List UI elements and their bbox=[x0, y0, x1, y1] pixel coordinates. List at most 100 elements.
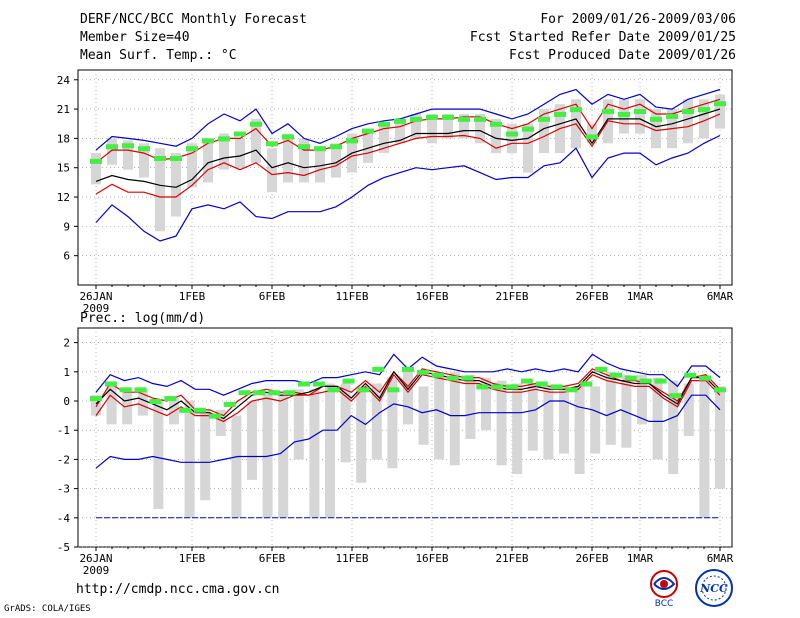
temp-observed-marker bbox=[106, 144, 118, 150]
prec-range-bar bbox=[247, 401, 257, 480]
header-period: For 2009/01/26-2009/03/06 bbox=[540, 12, 736, 27]
temp-observed-marker bbox=[458, 116, 470, 122]
prec-observed-marker bbox=[520, 378, 533, 384]
prec-observed-marker bbox=[164, 396, 177, 402]
prec-observed-marker bbox=[535, 381, 548, 387]
temp-observed-marker bbox=[634, 109, 646, 115]
temp-range-bar bbox=[331, 143, 341, 178]
prec-range-bar bbox=[496, 380, 507, 466]
temp-range-bar bbox=[123, 140, 133, 170]
prec-range-bar bbox=[465, 374, 476, 439]
prec-range-bar bbox=[449, 371, 460, 466]
prec-observed-marker bbox=[283, 390, 296, 396]
prec-range-bar bbox=[200, 409, 211, 501]
prec-observed-marker bbox=[104, 381, 117, 387]
prec-observed-marker bbox=[669, 393, 682, 399]
prec-range-bar bbox=[637, 374, 647, 425]
prec-series-min bbox=[95, 394, 721, 469]
prec-observed-marker bbox=[179, 407, 192, 413]
prec-range-bar bbox=[91, 395, 101, 416]
prec-range-bar bbox=[683, 383, 694, 437]
prec-observed-marker bbox=[357, 387, 370, 393]
temp-observed-marker bbox=[330, 144, 342, 150]
temp-series-upper bbox=[95, 98, 721, 164]
svg-text:BCC: BCC bbox=[655, 599, 674, 608]
temp-observed-marker bbox=[682, 109, 694, 115]
temp-observed-marker bbox=[186, 146, 198, 152]
prec-range-bar bbox=[668, 380, 679, 474]
temp-observed-marker bbox=[442, 114, 454, 120]
temp-observed-marker bbox=[170, 155, 182, 161]
prec-ytick-label: 1 bbox=[63, 366, 70, 379]
header-start-date: Fcst Started Refer Date 2009/01/25 bbox=[469, 30, 736, 45]
prec-observed-marker bbox=[565, 387, 578, 393]
temp-range-bar bbox=[443, 113, 453, 139]
prec-observed-marker bbox=[342, 378, 355, 384]
temp-range-bar bbox=[267, 148, 277, 193]
prec-observed-marker bbox=[446, 375, 459, 381]
temp-range-bar bbox=[491, 118, 501, 154]
source-url[interactable]: http://cmdp.ncc.cma.gov.cn bbox=[76, 582, 280, 597]
temp-series-min bbox=[95, 134, 721, 242]
temp-xtick-label: 1MAR bbox=[627, 290, 654, 303]
temp-xtick-label: 21FEB bbox=[495, 290, 528, 303]
temp-xtick-label: 26JAN bbox=[79, 290, 112, 303]
prec-range-bar bbox=[231, 415, 242, 518]
temp-xtick-label: 26FEB bbox=[575, 290, 608, 303]
temp-observed-marker bbox=[714, 101, 726, 107]
temp-observed-marker bbox=[154, 155, 166, 161]
prec-observed-marker bbox=[506, 384, 518, 390]
temp-series-max bbox=[95, 88, 721, 151]
prec-title: Prec.: log(mm/d) bbox=[80, 311, 205, 326]
prec-observed-marker bbox=[194, 407, 206, 413]
temp-observed-marker bbox=[538, 116, 550, 122]
temp-observed-marker bbox=[490, 121, 502, 127]
temp-observed-marker bbox=[298, 144, 310, 150]
temp-range-bar bbox=[171, 153, 181, 217]
prec-observed-marker bbox=[253, 390, 266, 396]
temp-ytick-label: 21 bbox=[57, 103, 70, 116]
temp-observed-marker bbox=[666, 113, 678, 119]
temp-range-bar bbox=[203, 138, 213, 183]
prec-range-bar bbox=[137, 389, 148, 416]
prec-range-bar bbox=[122, 389, 133, 425]
temp-range-bar bbox=[475, 113, 485, 144]
temp-ytick-label: 6 bbox=[63, 250, 70, 263]
svg-text:NCC: NCC bbox=[699, 582, 728, 595]
prec-observed-marker bbox=[654, 378, 667, 384]
temp-range-bar bbox=[363, 128, 373, 163]
temp-range-bar bbox=[219, 133, 229, 170]
header-produced-date: Fcst Produced Date 2009/01/26 bbox=[509, 48, 736, 63]
temp-xtick-year: 2009 bbox=[83, 302, 110, 315]
prec-observed-marker bbox=[476, 384, 489, 390]
prec-range-bar bbox=[699, 374, 710, 518]
temp-range-bar bbox=[283, 133, 293, 183]
prec-observed-marker bbox=[610, 372, 622, 378]
prec-observed-marker bbox=[327, 387, 340, 393]
temp-series-lower bbox=[95, 113, 721, 198]
prec-range-bar bbox=[559, 386, 569, 454]
prec-range-bar bbox=[418, 386, 429, 445]
temp-observed-marker bbox=[394, 118, 406, 124]
prec-range-bar bbox=[512, 383, 523, 474]
temp-observed-marker bbox=[266, 141, 278, 147]
temp-observed-marker bbox=[202, 138, 214, 144]
prec-range-bar bbox=[543, 386, 554, 460]
prec-range-bar bbox=[278, 392, 289, 518]
prec-ytick-label: -1 bbox=[57, 424, 70, 437]
prec-range-bar bbox=[325, 383, 335, 518]
temp-ytick-label: 9 bbox=[63, 220, 70, 233]
prec-observed-marker bbox=[699, 375, 712, 381]
temp-observed-marker bbox=[218, 136, 230, 142]
temp-range-bar bbox=[299, 138, 309, 183]
prec-observed-marker bbox=[639, 378, 652, 384]
temp-range-bar bbox=[139, 143, 149, 178]
temp-xtick-label: 16FEB bbox=[415, 290, 448, 303]
temp-observed-marker bbox=[570, 107, 582, 113]
prec-ytick-label: 0 bbox=[63, 395, 70, 408]
temp-ytick-label: 18 bbox=[57, 132, 70, 145]
temp-xtick-label: 1FEB bbox=[179, 290, 206, 303]
prec-ytick-label: -4 bbox=[57, 512, 71, 525]
header-title: DERF/NCC/BCC Monthly Forecast bbox=[80, 12, 307, 27]
temp-observed-marker bbox=[138, 146, 150, 152]
